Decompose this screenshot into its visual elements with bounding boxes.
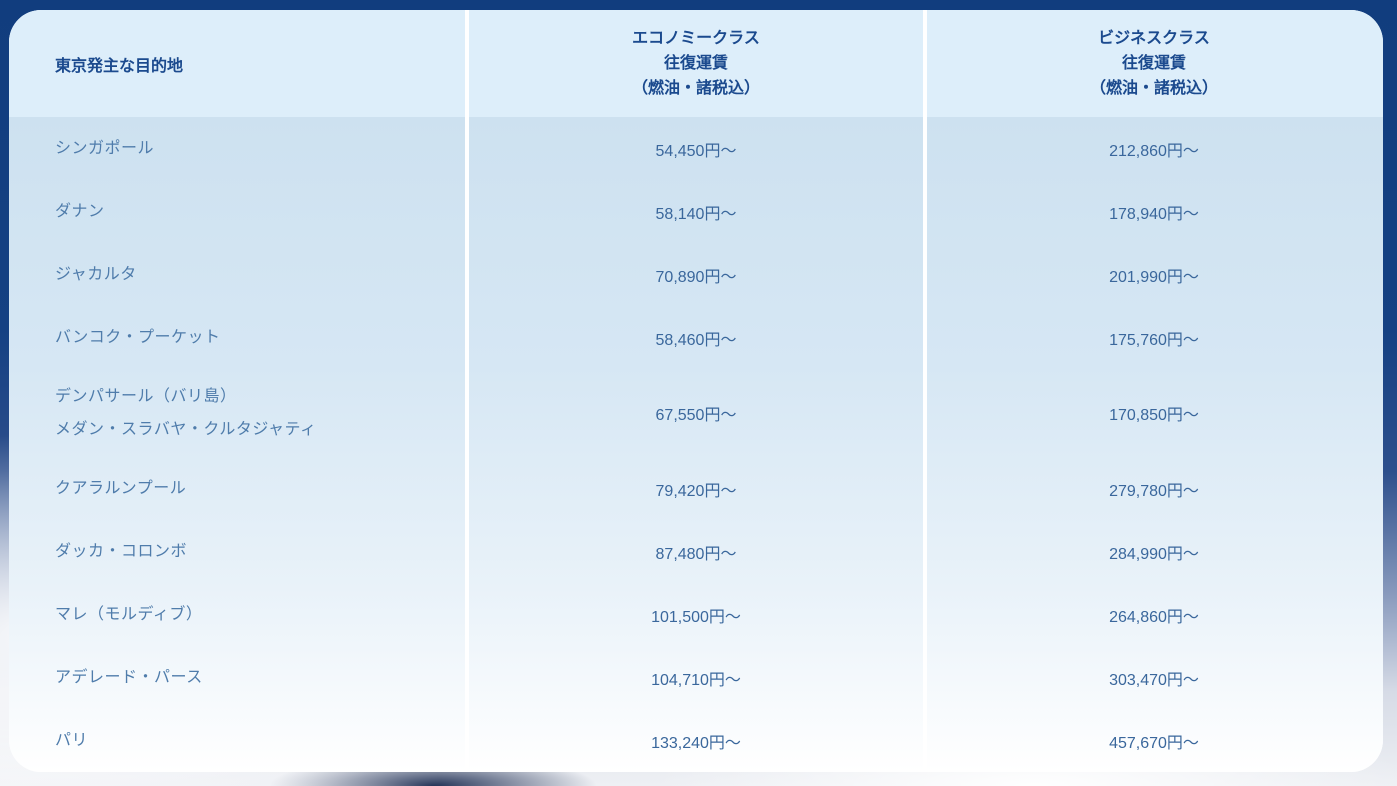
business-fare-cell: 212,860円〜 — [1109, 142, 1199, 160]
fare-row-bangkok-phuket: バンコク・プーケット 58,460円〜 175,760円〜 — [9, 306, 1383, 369]
destination-cell: シンガポール — [55, 140, 155, 157]
fare-row-jakarta: ジャカルタ 70,890円〜 201,990円〜 — [9, 243, 1383, 306]
column-divider — [465, 10, 469, 772]
fare-table-body: シンガポール 54,450円〜 212,860円〜 ダナン 58,140円〜 1… — [9, 117, 1383, 772]
fare-row-kuala-lumpur: クアラルンプール 79,420円〜 279,780円〜 — [9, 457, 1383, 520]
business-fare-cell: 303,470円〜 — [1109, 671, 1199, 689]
economy-fare-cell: 70,890円〜 — [655, 268, 737, 286]
destination-cell: デンパサール（バリ島） メダン・スラバヤ・クルタジャティ — [55, 388, 317, 438]
business-fare-cell: 175,760円〜 — [1109, 331, 1199, 349]
destination-cell: クアラルンプール — [55, 480, 187, 497]
economy-fare-cell: 58,460円〜 — [655, 331, 737, 349]
destination-cell: バンコク・プーケット — [55, 329, 221, 346]
economy-fare-cell: 87,480円〜 — [655, 545, 737, 563]
business-fare-cell: 264,860円〜 — [1109, 608, 1199, 626]
economy-column-header: エコノミークラス 往復運賃 （燃油・諸税込） — [631, 30, 760, 97]
column-divider — [923, 10, 927, 772]
destination-cell: マレ（モルディブ） — [55, 606, 203, 623]
fare-row-adelaide-perth: アデレード・パース 104,710円〜 303,470円〜 — [9, 646, 1383, 709]
fare-row-denpasar-medan: デンパサール（バリ島） メダン・スラバヤ・クルタジャティ 67,550円〜 17… — [9, 369, 1383, 457]
destination-cell: アデレード・パース — [55, 669, 203, 686]
business-fare-cell: 457,670円〜 — [1109, 734, 1199, 752]
business-fare-cell: 170,850円〜 — [1109, 407, 1199, 424]
economy-fare-cell: 58,140円〜 — [655, 205, 737, 223]
business-fare-cell: 178,940円〜 — [1109, 205, 1199, 223]
fare-row-paris: パリ 133,240円〜 457,670円〜 — [9, 709, 1383, 772]
destination-cell: ダッカ・コロンボ — [55, 543, 188, 560]
economy-fare-cell: 54,450円〜 — [655, 142, 737, 160]
destination-column-header: 東京発主な目的地 — [55, 57, 184, 75]
fare-row-singapore: シンガポール 54,450円〜 212,860円〜 — [9, 117, 1383, 180]
business-column-header: ビジネスクラス 往復運賃 （燃油・諸税込） — [1089, 30, 1218, 97]
fare-table-header-row: 東京発主な目的地 エコノミークラス 往復運賃 （燃油・諸税込） ビジネスクラス … — [9, 10, 1383, 117]
destination-cell: ダナン — [55, 203, 105, 220]
business-fare-cell: 201,990円〜 — [1109, 268, 1199, 286]
destination-cell: パリ — [55, 732, 89, 749]
economy-fare-cell: 79,420円〜 — [655, 482, 737, 500]
fare-table-panel: 東京発主な目的地 エコノミークラス 往復運賃 （燃油・諸税込） ビジネスクラス … — [9, 10, 1383, 772]
fare-row-male-maldives: マレ（モルディブ） 101,500円〜 264,860円〜 — [9, 583, 1383, 646]
economy-fare-cell: 67,550円〜 — [655, 407, 737, 424]
business-fare-cell: 279,780円〜 — [1109, 482, 1199, 500]
destination-cell: ジャカルタ — [55, 266, 137, 283]
economy-fare-cell: 101,500円〜 — [651, 608, 741, 626]
fare-row-danang: ダナン 58,140円〜 178,940円〜 — [9, 180, 1383, 243]
business-fare-cell: 284,990円〜 — [1109, 545, 1199, 563]
fare-row-dhaka-colombo: ダッカ・コロンボ 87,480円〜 284,990円〜 — [9, 520, 1383, 583]
economy-fare-cell: 104,710円〜 — [651, 671, 741, 689]
economy-fare-cell: 133,240円〜 — [651, 734, 741, 752]
